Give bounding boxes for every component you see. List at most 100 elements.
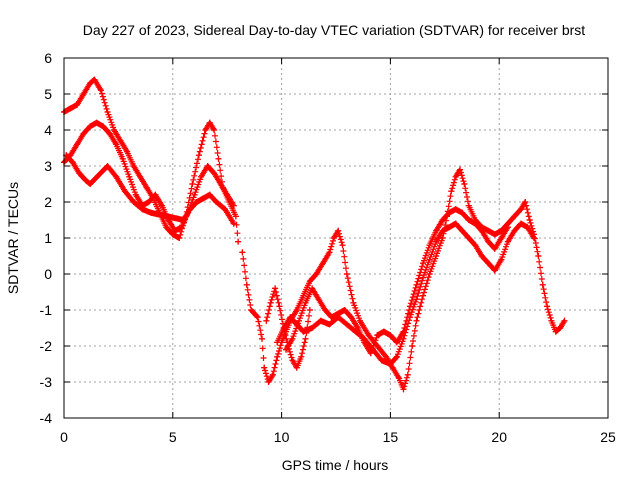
data-point <box>265 379 272 385</box>
data-point <box>272 285 279 292</box>
x-tick-label: 10 <box>274 429 290 445</box>
data-point <box>235 238 242 245</box>
y-tick-label: 4 <box>44 122 52 138</box>
data-point <box>224 191 231 198</box>
data-point <box>426 242 433 249</box>
data-point <box>148 209 155 216</box>
data-point <box>319 260 326 267</box>
data-point <box>171 227 178 234</box>
data-point <box>448 188 455 195</box>
data-point <box>491 245 498 252</box>
data-point <box>195 152 202 159</box>
data-point <box>420 274 427 281</box>
data-point <box>87 181 94 187</box>
data-point <box>380 328 387 335</box>
data-point <box>93 119 100 126</box>
data-point <box>300 292 307 299</box>
data-point <box>130 199 137 205</box>
data-point <box>378 357 385 364</box>
data-point <box>213 199 220 205</box>
data-point <box>276 303 283 310</box>
data-point <box>211 127 218 133</box>
data-point <box>137 173 144 180</box>
data-point <box>80 91 87 97</box>
data-point <box>132 191 139 198</box>
data-point <box>491 231 498 238</box>
data-point <box>261 364 268 371</box>
data-point <box>198 173 205 180</box>
data-point <box>287 314 294 321</box>
data-point <box>383 353 390 360</box>
data-point <box>215 155 222 162</box>
data-point <box>433 227 440 234</box>
data-point <box>387 332 394 339</box>
y-tick-label: -4 <box>40 410 53 426</box>
data-point <box>328 314 335 321</box>
data-point <box>74 141 81 148</box>
data-point <box>74 101 81 108</box>
data-point <box>274 353 281 360</box>
data-point <box>326 249 333 256</box>
data-point <box>504 238 511 245</box>
data-point <box>222 206 229 213</box>
data-point <box>354 325 361 331</box>
data-point <box>158 202 165 209</box>
data-point <box>420 260 427 267</box>
data-point <box>211 170 218 177</box>
data-point <box>478 253 485 259</box>
data-point <box>200 195 207 202</box>
data-point <box>557 325 564 331</box>
data-point <box>452 173 459 180</box>
data-point <box>267 299 274 306</box>
data-point <box>400 328 407 335</box>
data-point <box>343 271 350 277</box>
data-point <box>452 220 459 227</box>
data-point <box>206 191 213 198</box>
y-tick-label: 6 <box>44 50 52 66</box>
data-point <box>230 220 237 227</box>
data-point <box>180 217 187 223</box>
data-point <box>446 224 453 231</box>
data-point <box>67 105 74 112</box>
data-point <box>472 220 479 227</box>
data-point <box>111 127 118 133</box>
data-point <box>439 227 446 234</box>
data-point <box>296 317 303 324</box>
data-point <box>187 206 194 213</box>
data-point <box>104 163 111 169</box>
data-point <box>143 184 150 191</box>
data-point <box>341 307 348 313</box>
series-track-c <box>63 152 237 227</box>
data-point <box>121 188 128 195</box>
data-point <box>356 317 363 324</box>
data-point <box>413 281 420 288</box>
x-tick-label: 0 <box>60 429 68 445</box>
data-point <box>526 217 533 223</box>
data-point <box>313 271 320 277</box>
data-point <box>248 307 255 313</box>
data-point <box>80 130 87 137</box>
data-point <box>91 76 98 83</box>
data-point <box>145 199 152 205</box>
data-point <box>69 159 76 166</box>
data-point <box>339 242 346 249</box>
series-track-f <box>282 206 511 357</box>
data-point <box>387 361 394 367</box>
data-point <box>302 299 309 306</box>
data-point <box>289 335 296 342</box>
data-point <box>309 285 316 292</box>
y-tick-label: 1 <box>44 230 52 246</box>
data-point <box>298 353 305 360</box>
data-point <box>517 220 524 227</box>
data-point <box>465 202 472 209</box>
y-tick-label: -3 <box>40 374 53 390</box>
data-point <box>82 177 89 184</box>
data-point <box>485 227 492 234</box>
data-point <box>126 173 133 180</box>
data-point <box>119 155 126 162</box>
data-point <box>306 278 313 285</box>
data-point <box>446 209 453 216</box>
data-point <box>544 303 551 310</box>
data-point <box>433 253 440 259</box>
